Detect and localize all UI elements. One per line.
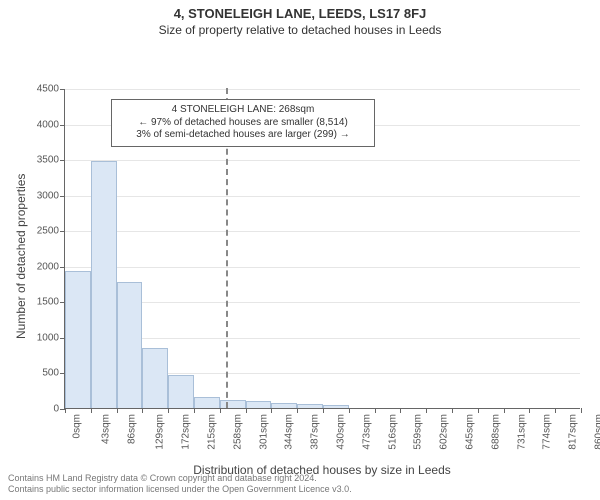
- x-tick: [323, 408, 324, 413]
- histogram-bar: [220, 400, 246, 408]
- x-tick: [529, 408, 530, 413]
- x-tick: [375, 408, 376, 413]
- histogram-bar: [91, 161, 117, 408]
- y-tick-label: 500: [42, 368, 65, 379]
- annotation-line: ← 97% of detached houses are smaller (8,…: [118, 117, 368, 130]
- page-title: 4, STONELEIGH LANE, LEEDS, LS17 8FJ: [0, 0, 600, 21]
- x-tick-label: 258sqm: [232, 414, 243, 450]
- annotation-line: 4 STONELEIGH LANE: 268sqm: [118, 104, 368, 117]
- y-tick-label: 3500: [37, 155, 65, 166]
- x-tick-label: 688sqm: [490, 414, 501, 450]
- x-tick-label: 172sqm: [180, 414, 191, 450]
- x-tick: [581, 408, 582, 413]
- x-tick: [478, 408, 479, 413]
- x-tick-label: 559sqm: [413, 414, 424, 450]
- x-tick-label: 344sqm: [284, 414, 295, 450]
- histogram-bar: [194, 397, 220, 408]
- x-tick: [504, 408, 505, 413]
- x-tick: [194, 408, 195, 413]
- x-tick-label: 430sqm: [335, 414, 346, 450]
- y-axis-label: Number of detached properties: [14, 174, 28, 339]
- footer-line-2: Contains public sector information licen…: [8, 484, 352, 496]
- x-tick-label: 129sqm: [155, 414, 166, 450]
- y-tick-label: 2500: [37, 226, 65, 237]
- histogram-bar: [65, 271, 91, 408]
- x-tick-label: 817sqm: [567, 414, 578, 450]
- x-tick: [91, 408, 92, 413]
- histogram-bar: [117, 282, 143, 408]
- plot-area: 0500100015002000250030003500400045000sqm…: [64, 89, 580, 409]
- gridline: [65, 267, 580, 268]
- x-tick-label: 602sqm: [438, 414, 449, 450]
- x-tick: [452, 408, 453, 413]
- x-tick: [65, 408, 66, 413]
- x-tick-label: 387sqm: [309, 414, 320, 450]
- histogram-bar: [142, 348, 168, 408]
- page-subtitle: Size of property relative to detached ho…: [0, 21, 600, 37]
- x-tick-label: 301sqm: [258, 414, 269, 450]
- x-tick: [426, 408, 427, 413]
- histogram-bar: [246, 401, 272, 408]
- x-tick-label: 774sqm: [542, 414, 553, 450]
- histogram-bar: [297, 404, 323, 408]
- y-tick-label: 0: [53, 404, 65, 415]
- gridline: [65, 196, 580, 197]
- x-tick: [555, 408, 556, 413]
- x-tick-label: 645sqm: [464, 414, 475, 450]
- annotation-line: 3% of semi-detached houses are larger (2…: [118, 129, 368, 142]
- histogram-bar: [271, 403, 297, 408]
- histogram-bar: [168, 375, 194, 408]
- x-tick: [349, 408, 350, 413]
- y-tick-label: 2000: [37, 261, 65, 272]
- x-tick: [168, 408, 169, 413]
- y-tick-label: 1500: [37, 297, 65, 308]
- x-tick: [271, 408, 272, 413]
- x-tick-label: 860sqm: [593, 414, 600, 450]
- x-tick: [297, 408, 298, 413]
- x-tick-label: 86sqm: [126, 414, 137, 444]
- x-tick-label: 0sqm: [72, 414, 83, 438]
- x-tick-label: 473sqm: [361, 414, 372, 450]
- x-tick: [400, 408, 401, 413]
- x-tick: [142, 408, 143, 413]
- y-tick-label: 1000: [37, 332, 65, 343]
- y-tick-label: 4500: [37, 84, 65, 95]
- annotation-box: 4 STONELEIGH LANE: 268sqm← 97% of detach…: [111, 99, 375, 147]
- y-tick-label: 4000: [37, 119, 65, 130]
- x-tick-label: 215sqm: [206, 414, 217, 450]
- attribution-footer: Contains HM Land Registry data © Crown c…: [8, 473, 352, 496]
- y-tick-label: 3000: [37, 190, 65, 201]
- x-tick: [220, 408, 221, 413]
- x-tick-label: 731sqm: [516, 414, 527, 450]
- x-tick-label: 43sqm: [100, 414, 111, 444]
- histogram-bar: [323, 405, 349, 408]
- gridline: [65, 231, 580, 232]
- gridline: [65, 160, 580, 161]
- footer-line-1: Contains HM Land Registry data © Crown c…: [8, 473, 352, 485]
- x-tick: [117, 408, 118, 413]
- gridline: [65, 89, 580, 90]
- x-tick-label: 516sqm: [387, 414, 398, 450]
- x-tick: [246, 408, 247, 413]
